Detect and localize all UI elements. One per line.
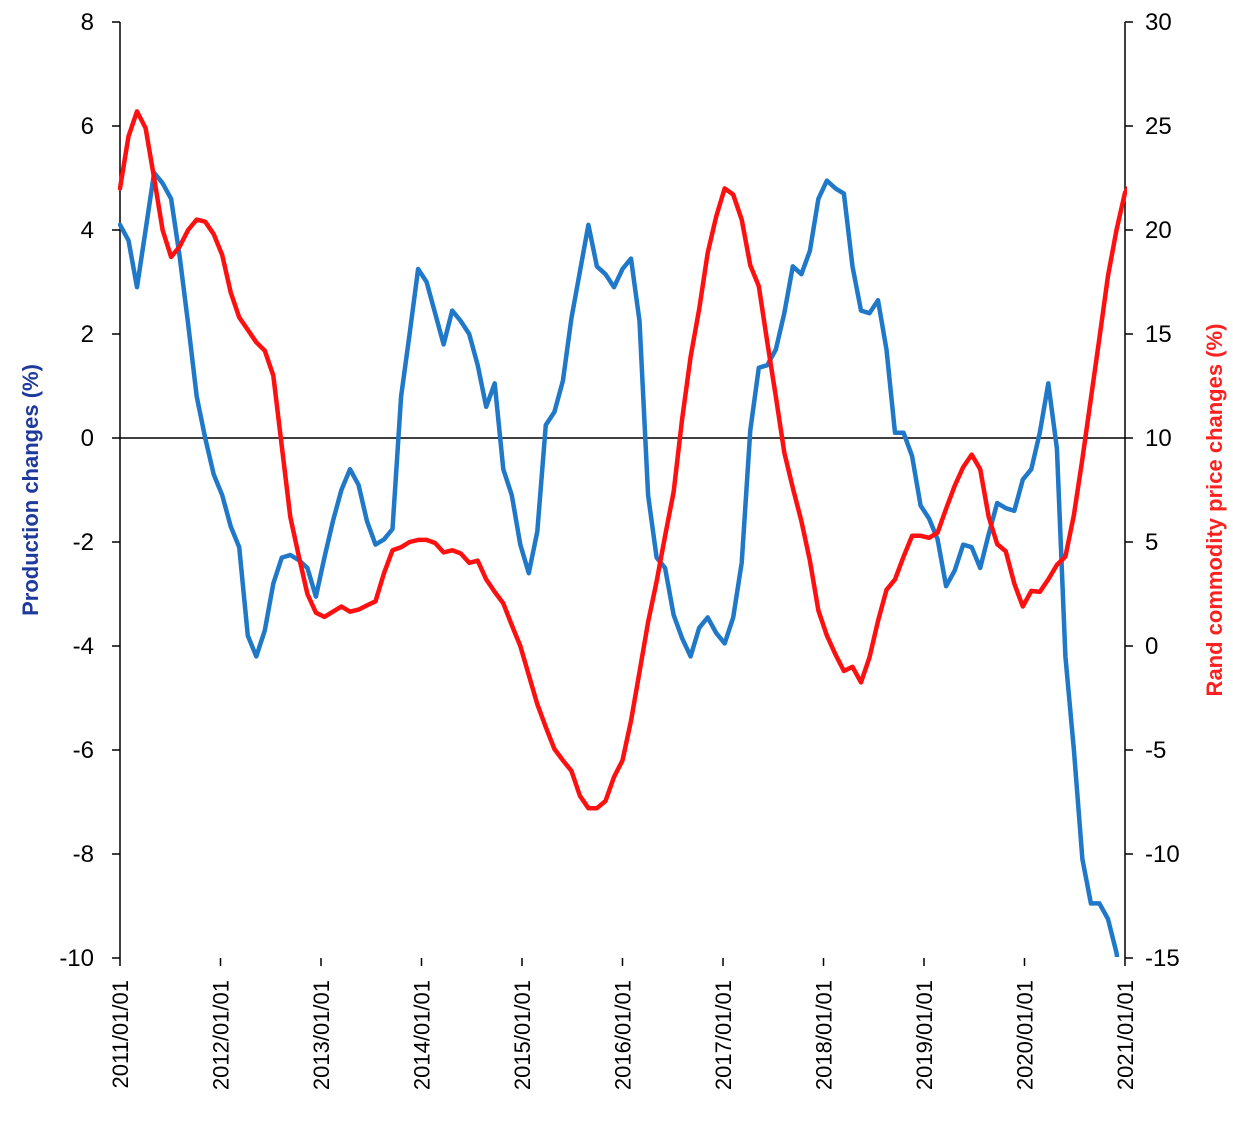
right-y-tick-label: 25 (1145, 113, 1172, 140)
axes-layer (112, 21, 1133, 966)
left-y-tick-label: 2 (81, 321, 94, 348)
x-tick-label: 2016/01/01 (611, 980, 636, 1090)
right-y-tick-label: 15 (1145, 321, 1172, 348)
left-y-tick-label: 0 (81, 425, 94, 452)
rand-commodity-price-line (118, 109, 1127, 811)
x-tick-label: 2019/01/01 (912, 980, 937, 1090)
labels-layer: 86420-2-4-6-8-10302520151050-5-10-152011… (18, 9, 1227, 1090)
left-y-tick-label: -8 (73, 841, 94, 868)
left-y-tick-label: -2 (73, 529, 94, 556)
x-tick-label: 2013/01/01 (309, 980, 334, 1090)
right-y-tick-label: 10 (1145, 425, 1172, 452)
left-y-tick-label: 4 (81, 217, 94, 244)
production-changes-line (118, 170, 1120, 957)
x-tick-label: 2015/01/01 (510, 980, 535, 1090)
right-y-tick-label: 20 (1145, 217, 1172, 244)
left-y-tick-label: -10 (59, 945, 94, 972)
left-y-tick-label: -4 (73, 633, 94, 660)
right-y-tick-label: -10 (1145, 841, 1180, 868)
x-tick-label: 2018/01/01 (812, 980, 837, 1090)
left-y-tick-label: 8 (81, 9, 94, 36)
x-tick-label: 2017/01/01 (711, 980, 736, 1090)
right-y-tick-label: -5 (1145, 737, 1166, 764)
left-y-tick-label: -6 (73, 737, 94, 764)
right-y-axis-title: Rand commodity price changes (%) (1202, 324, 1227, 697)
x-tick-label: 2014/01/01 (410, 980, 435, 1090)
right-y-tick-label: 30 (1145, 9, 1172, 36)
right-y-tick-label: 5 (1145, 529, 1158, 556)
x-tick-label: 2020/01/01 (1013, 980, 1038, 1090)
x-tick-label: 2021/01/01 (1113, 980, 1138, 1090)
right-y-tick-label: -15 (1145, 945, 1180, 972)
right-y-tick-label: 0 (1145, 633, 1158, 660)
x-tick-label: 2012/01/01 (209, 980, 234, 1090)
left-y-tick-label: 6 (81, 113, 94, 140)
x-tick-label: 2011/01/01 (108, 980, 133, 1088)
series-layer (118, 109, 1127, 957)
left-y-axis-title: Production changes (%) (18, 364, 43, 616)
